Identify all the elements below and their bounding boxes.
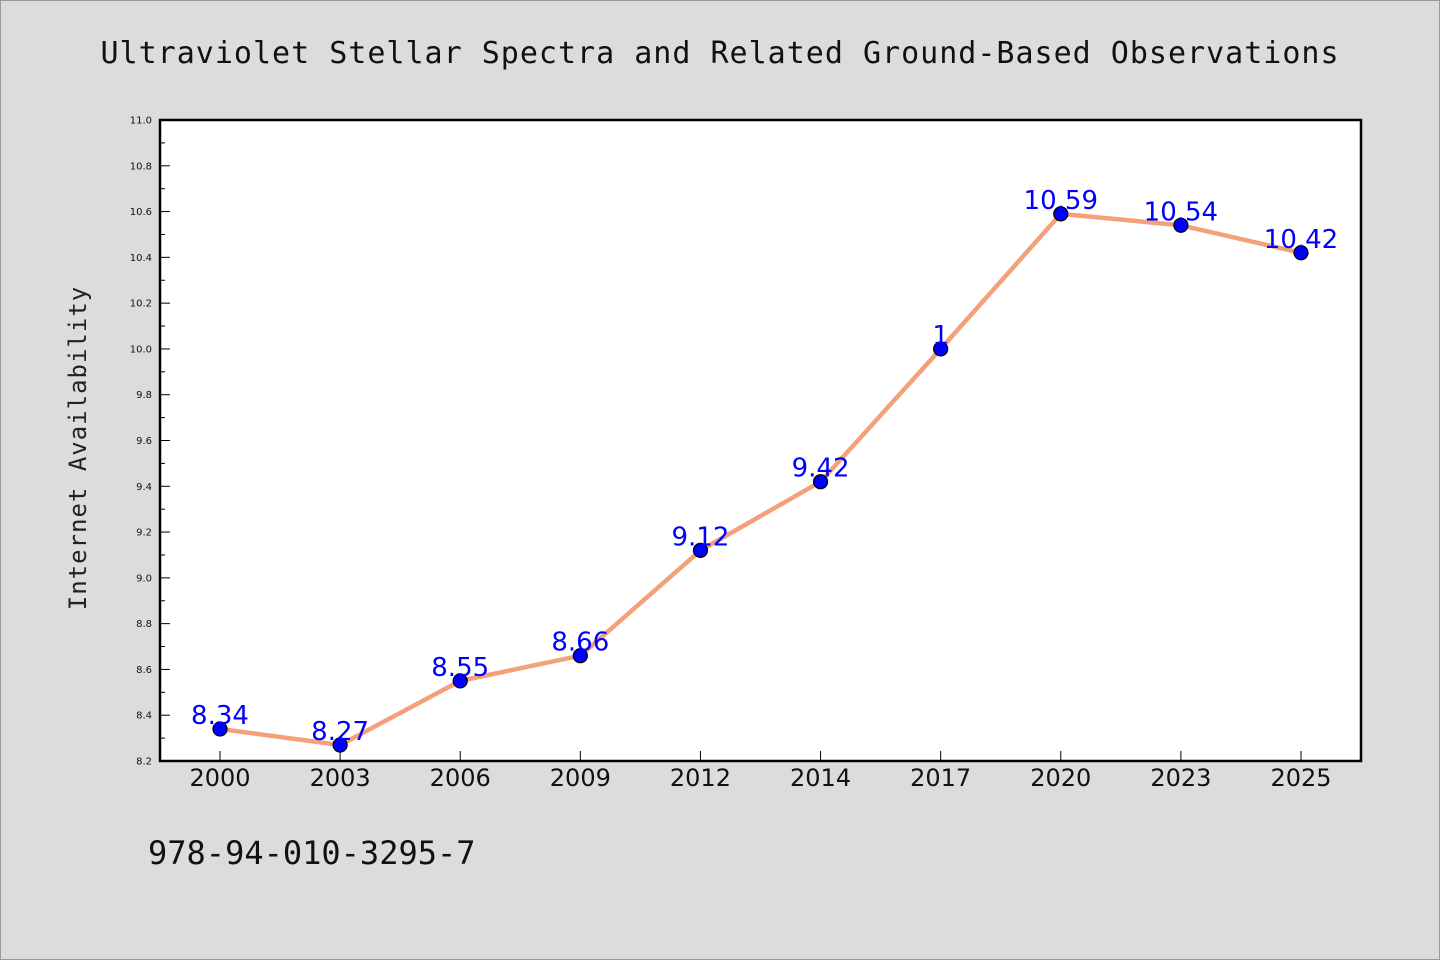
y-tick-label: 11.0 bbox=[130, 116, 152, 127]
data-point-marker bbox=[1293, 245, 1309, 261]
data-point-label: 8.55 bbox=[431, 653, 489, 683]
data-point-marker bbox=[1053, 206, 1069, 222]
x-tick-label: 2003 bbox=[310, 764, 371, 792]
data-point-marker bbox=[933, 341, 949, 357]
y-tick-label: 9.8 bbox=[136, 390, 152, 401]
data-point-marker bbox=[812, 474, 829, 490]
y-tick-label: 10.0 bbox=[130, 344, 152, 355]
chart-title: Ultraviolet Stellar Spectra and Related … bbox=[101, 36, 1340, 71]
data-point-marker bbox=[1173, 217, 1189, 233]
y-tick-label: 9.2 bbox=[136, 528, 152, 539]
x-tick-label: 2006 bbox=[430, 764, 491, 792]
data-point-label: 8.66 bbox=[551, 628, 609, 658]
x-tick-label: 2020 bbox=[1030, 764, 1091, 792]
data-point-marker bbox=[572, 648, 588, 664]
y-tick-label: 9.4 bbox=[136, 482, 152, 493]
x-tick-label: 2009 bbox=[550, 764, 611, 792]
data-point-label: 10.59 bbox=[1024, 186, 1098, 216]
y-tick-label: 8.8 bbox=[136, 619, 152, 630]
data-point-label: 1 bbox=[932, 321, 949, 351]
data-label-group: 8.34 8.27 8.55 8.66 9.12 9.42 1 10.59 10.54 10.42 bbox=[191, 186, 1338, 747]
x-tick-label: 2025 bbox=[1270, 764, 1331, 792]
data-point-marker bbox=[452, 673, 468, 689]
series-line bbox=[217, 211, 1304, 748]
data-point-label: 9.12 bbox=[671, 522, 729, 552]
y-tick-label: 10.8 bbox=[130, 161, 152, 172]
x-tick-label: 2014 bbox=[790, 764, 851, 792]
data-point-label: 10.42 bbox=[1264, 225, 1338, 255]
y-tick-label: 8.4 bbox=[136, 711, 152, 722]
x-tick-label: 2017 bbox=[910, 764, 971, 792]
x-tick-label: 2000 bbox=[189, 764, 250, 792]
y-tick-label: 9.6 bbox=[136, 436, 152, 447]
y-tick-label: 10.2 bbox=[130, 299, 152, 310]
y-tick-label: 10.6 bbox=[130, 207, 152, 218]
data-point-marker bbox=[692, 542, 709, 558]
y-tick-label: 8.2 bbox=[136, 757, 152, 768]
data-point-label: 8.34 bbox=[191, 701, 249, 731]
data-point-marker bbox=[212, 721, 228, 737]
y-tick-label: 10.4 bbox=[130, 253, 152, 264]
plot-area bbox=[160, 120, 1361, 761]
y-tick-label: 9.0 bbox=[136, 573, 152, 584]
data-point-label: 8.27 bbox=[311, 717, 369, 747]
marker-group bbox=[212, 206, 1309, 753]
x-axis: 2000 2003 2006 2009 2012 2014 2017 2020 2023 2025 bbox=[189, 751, 1332, 792]
x-tick-label: 2012 bbox=[670, 764, 731, 792]
data-point-label: 10.54 bbox=[1144, 197, 1218, 227]
series-line-group bbox=[217, 211, 1304, 748]
isbn-text: 978-94-010-3295-7 bbox=[148, 834, 476, 872]
data-point-marker bbox=[332, 737, 348, 753]
plot-border bbox=[158, 118, 1363, 763]
data-point-label: 9.42 bbox=[792, 454, 850, 484]
x-tick-label: 2023 bbox=[1150, 764, 1211, 792]
y-axis-label: Internet Availability bbox=[64, 286, 92, 610]
y-tick-label: 8.6 bbox=[136, 665, 152, 676]
